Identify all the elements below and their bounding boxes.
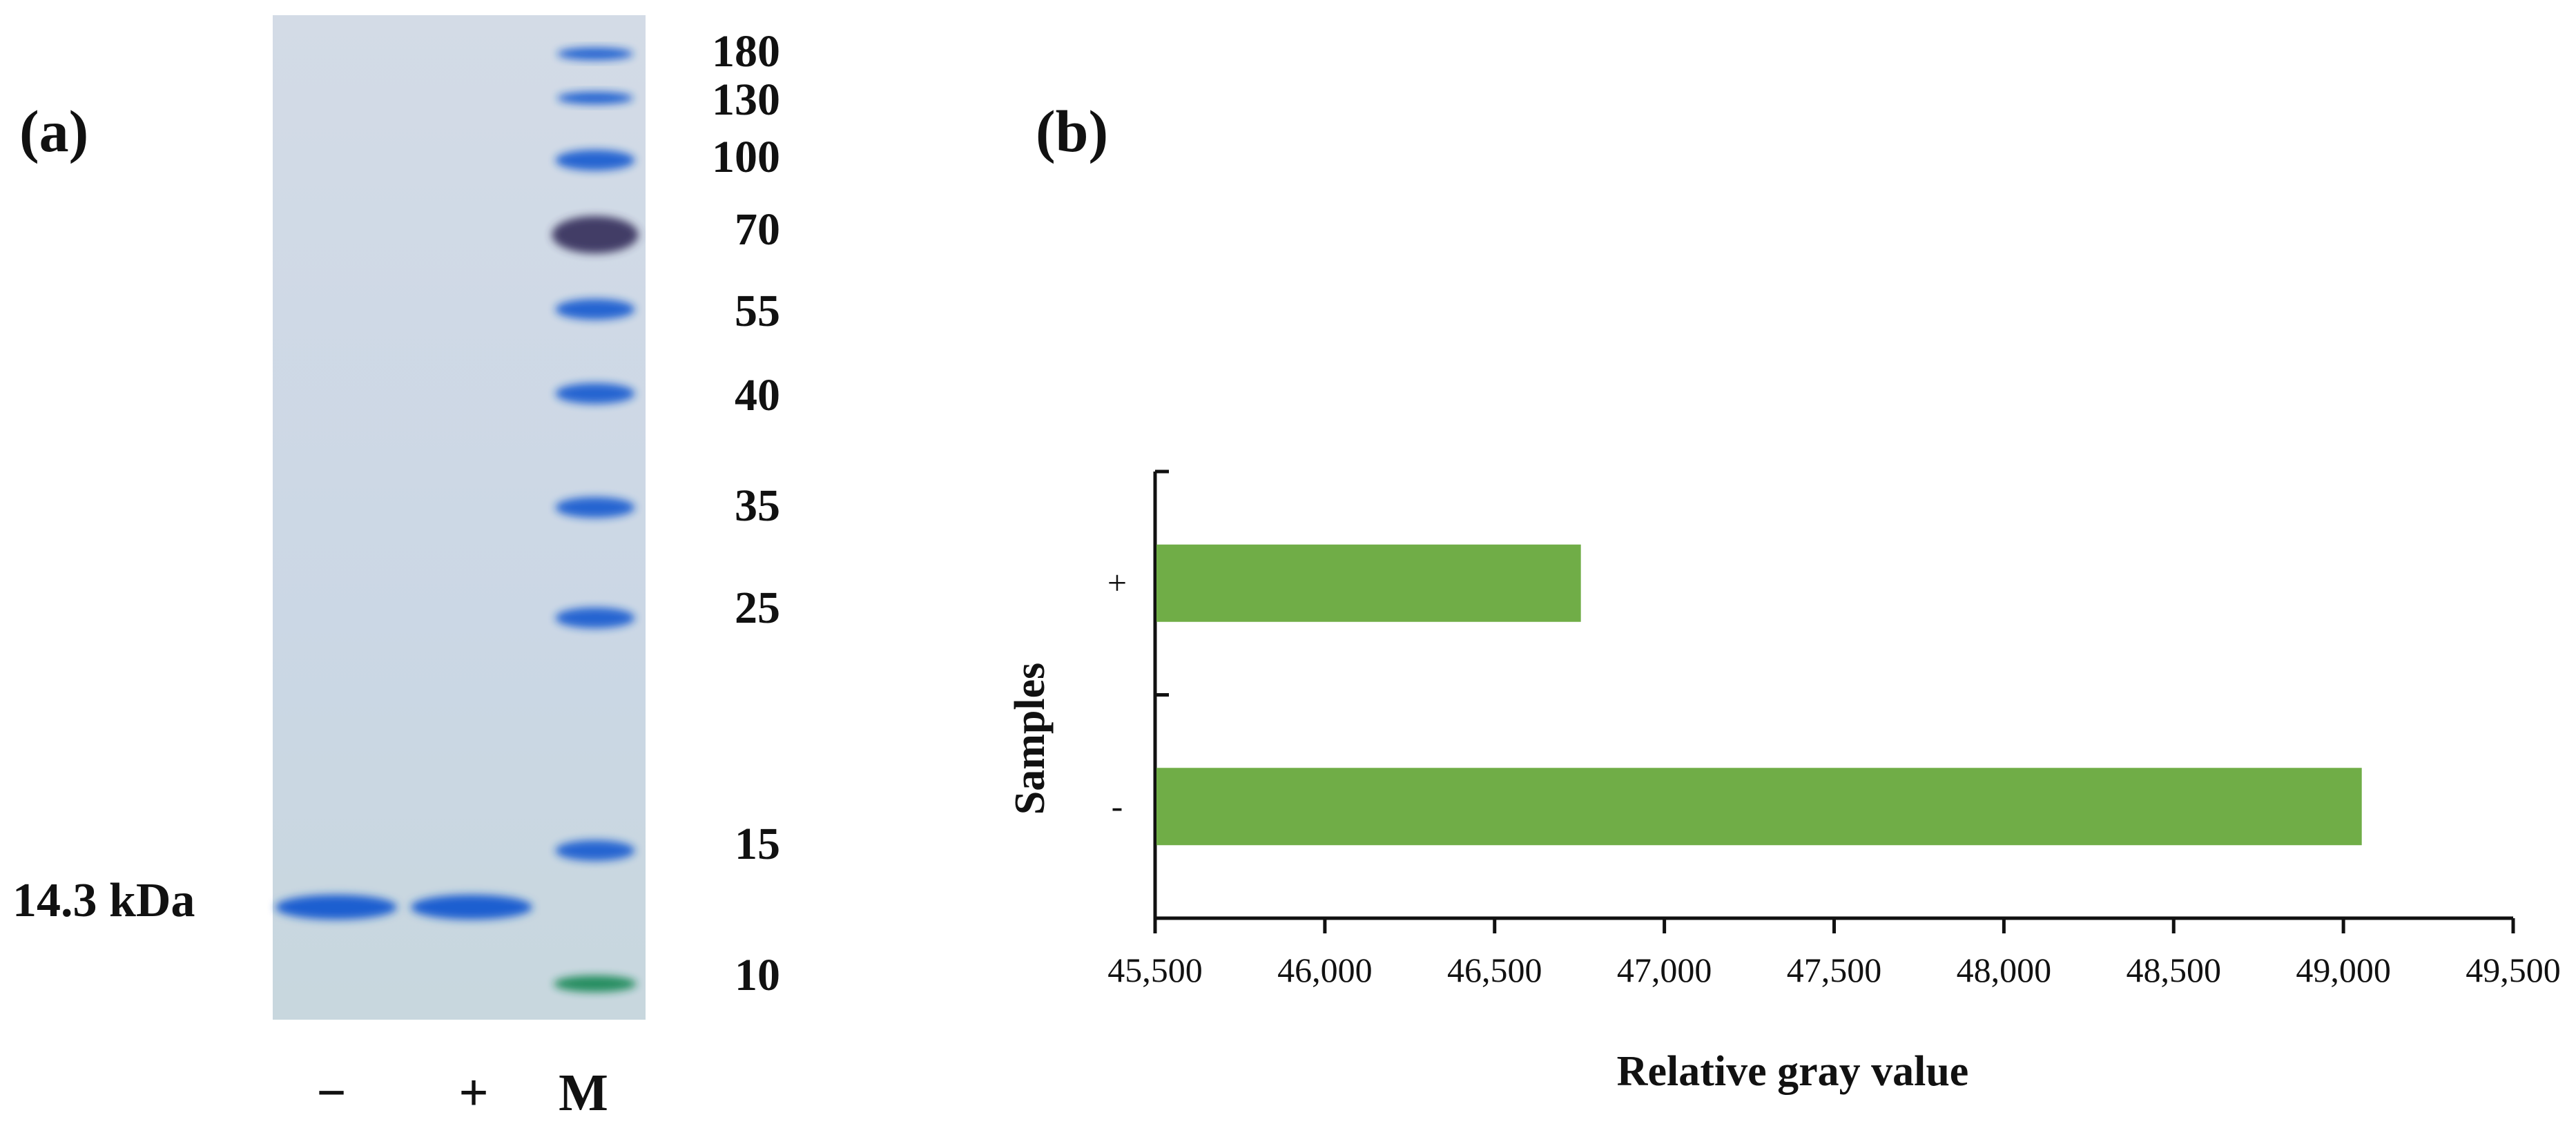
bar-minus (1156, 768, 2362, 846)
marker-band-40 (555, 383, 635, 404)
x-tick-label: 48,500 (2127, 951, 2222, 989)
marker-band-55 (555, 299, 635, 320)
lane-label-minus: − (316, 1064, 347, 1122)
marker-band-25 (555, 608, 635, 628)
marker-size-label: 55 (735, 286, 780, 336)
marker-band-35 (555, 497, 635, 518)
panel-a-label: (a) (19, 98, 89, 164)
marker-size-label: 15 (735, 819, 780, 869)
lane-label-marker: M (559, 1064, 608, 1122)
x-axis-title: Relative gray value (1617, 1048, 1969, 1095)
band-size-annotation: 14.3 kDa (12, 874, 195, 927)
panel-b-label: (b) (1036, 98, 1109, 164)
marker-size-label: 35 (735, 481, 780, 531)
sample-band-minus (275, 895, 397, 920)
marker-band-180 (557, 48, 633, 60)
sample-band-plus (411, 895, 532, 920)
marker-size-label: 130 (712, 75, 780, 125)
x-tick-label: 48,000 (1957, 951, 2052, 989)
marker-size-label: 40 (735, 370, 780, 420)
x-tick-label: 49,000 (2296, 951, 2391, 989)
y-category-label: + (1107, 563, 1127, 602)
marker-band-70 (552, 216, 639, 253)
x-tick-label: 47,000 (1617, 951, 1712, 989)
marker-size-label: 25 (735, 583, 780, 633)
marker-size-label: 70 (735, 204, 780, 255)
x-tick-label: 45,500 (1107, 951, 1203, 989)
marker-band-15 (555, 840, 635, 861)
marker-size-label: 10 (735, 950, 780, 1000)
x-tick-label: 49,500 (2466, 951, 2561, 989)
y-axis-title: Samples (1007, 663, 1054, 815)
lane-label-plus: + (458, 1064, 489, 1122)
x-tick-label: 47,500 (1787, 951, 1882, 989)
x-tick-label: 46,500 (1447, 951, 1542, 989)
y-category-label: - (1112, 786, 1123, 825)
x-tick-label: 46,000 (1277, 951, 1373, 989)
marker-size-label: 180 (712, 26, 780, 77)
bar-plus (1156, 544, 1581, 622)
marker-band-10 (554, 975, 637, 992)
marker-band-100 (555, 150, 635, 171)
marker-size-label: 100 (712, 132, 780, 182)
marker-band-130 (557, 92, 633, 104)
